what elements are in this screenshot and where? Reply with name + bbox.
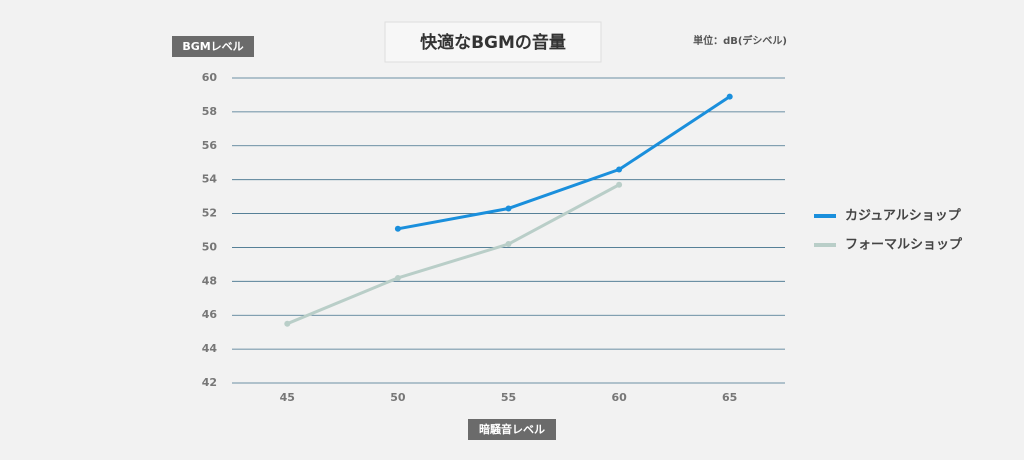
data-point (726, 93, 733, 100)
x-tick-label: 60 (611, 391, 627, 404)
y-tick-label: 50 (202, 240, 218, 253)
chart-title: 快適なBGMの音量 (420, 32, 566, 53)
y-tick-label: 42 (202, 376, 217, 389)
y-axis-label: BGMレベル (182, 40, 243, 53)
data-point (505, 241, 512, 248)
y-tick-label: 52 (202, 207, 217, 220)
series-line (397, 95, 731, 231)
y-tick-label: 54 (202, 173, 218, 186)
x-tick-label: 65 (722, 391, 737, 404)
x-axis-label: 暗騒音レベル (479, 422, 545, 436)
data-point (394, 225, 401, 232)
legend-label: フォーマルショップ (845, 238, 963, 253)
data-point (394, 274, 401, 281)
y-tick-label: 46 (202, 308, 218, 321)
title-box (384, 21, 602, 63)
y-label-box (172, 36, 254, 57)
y-tick-label: 44 (202, 342, 218, 355)
data-point (616, 181, 623, 188)
y-tick-label: 56 (202, 139, 218, 152)
legend-label: カジュアルショップ (845, 209, 962, 224)
data-point (616, 166, 623, 173)
unit-note: 単位：dB(デシベル) (693, 34, 787, 47)
series-line (286, 183, 620, 326)
y-tick-label: 48 (202, 274, 217, 287)
data-point (284, 320, 291, 327)
data-point (505, 205, 512, 212)
x-tick-label: 50 (390, 391, 406, 404)
x-tick-label: 45 (280, 391, 295, 404)
y-tick-label: 58 (202, 105, 217, 118)
y-tick-label: 60 (202, 71, 218, 84)
x-tick-label: 55 (501, 391, 516, 404)
x-label-box (468, 419, 556, 440)
